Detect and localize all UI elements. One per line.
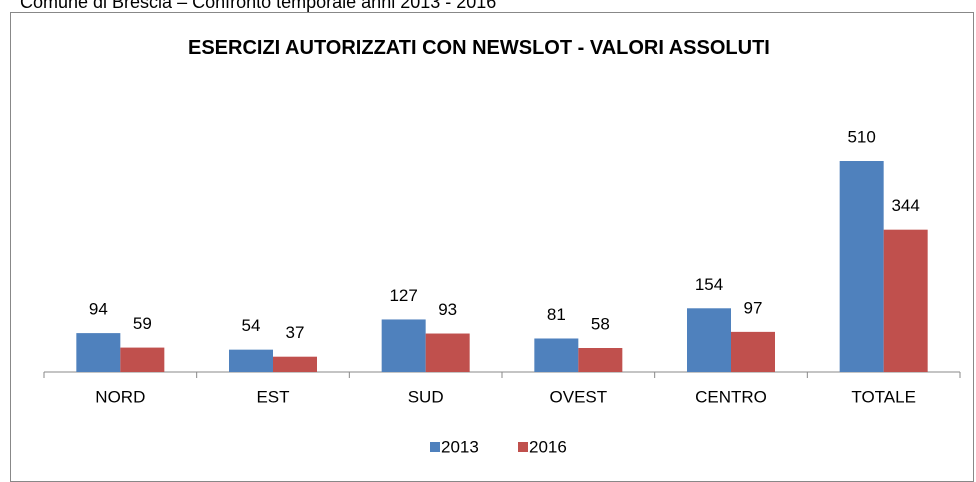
data-label: 59	[133, 314, 152, 333]
x-tick-label: NORD	[95, 387, 145, 406]
bar	[120, 347, 165, 372]
data-label: 54	[242, 316, 261, 335]
legend-label: 2016	[529, 437, 567, 456]
bar	[883, 229, 928, 372]
legend-label: 2013	[441, 437, 479, 456]
data-label: 94	[89, 300, 108, 319]
x-tick-label: SUD	[408, 387, 444, 406]
data-label: 93	[438, 300, 457, 319]
bar	[76, 333, 121, 372]
bar	[687, 308, 731, 372]
data-label: 127	[389, 286, 417, 305]
bar	[578, 348, 623, 372]
data-label: 510	[847, 127, 875, 146]
bar	[381, 319, 426, 372]
subtitle: Comune di Brescia – Confronto temporale …	[20, 0, 497, 12]
data-label: 81	[547, 305, 566, 324]
bar	[839, 161, 884, 372]
bar	[229, 349, 273, 372]
legend-swatch	[518, 442, 528, 452]
x-tick-label: TOTALE	[851, 387, 916, 406]
data-label: 344	[891, 196, 919, 215]
data-label: 37	[286, 323, 305, 342]
x-tick-label: CENTRO	[695, 387, 767, 406]
legend-swatch	[430, 442, 440, 452]
data-label: 154	[695, 275, 723, 294]
data-label: 97	[744, 298, 763, 317]
x-tick-label: EST	[256, 387, 289, 406]
x-tick-label: OVEST	[550, 387, 608, 406]
chart-title: ESERCIZI AUTORIZZATI CON NEWSLOT - VALOR…	[188, 37, 770, 59]
data-label: 58	[591, 314, 610, 333]
bar	[731, 331, 775, 372]
bar	[534, 338, 579, 372]
bar	[273, 356, 317, 372]
bar	[425, 333, 470, 372]
